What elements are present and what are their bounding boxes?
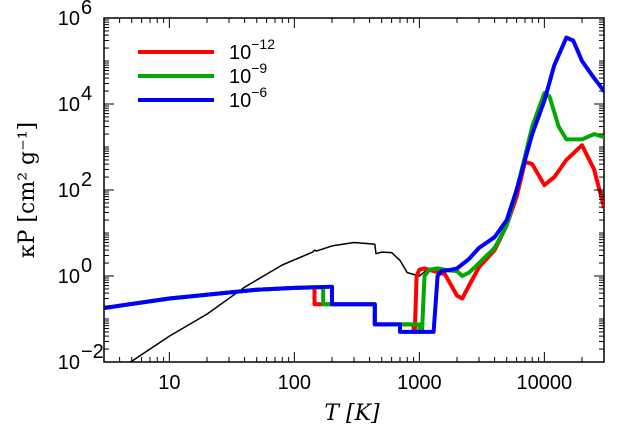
- y-tick-label-exponent: −2: [81, 341, 104, 363]
- x-tick-label: 1000: [397, 372, 442, 394]
- legend-label: 10−12: [229, 36, 275, 64]
- legend-label: 10−6: [229, 84, 267, 112]
- y-tick-label: 10: [58, 266, 80, 288]
- y-tick-label: 10: [58, 352, 80, 374]
- y-axis-title: κP [cm² g⁻¹]: [15, 122, 40, 258]
- x-axis-title: T [K]: [324, 401, 380, 426]
- x-tick-label: 100: [278, 372, 311, 394]
- y-tick-label-exponent: 2: [81, 169, 92, 191]
- series-line-black: [129, 241, 431, 362]
- y-tick-label: 10: [58, 180, 80, 202]
- x-tick-label: 10: [158, 372, 180, 394]
- series-layer: [104, 35, 604, 362]
- x-tick-label: 10000: [517, 372, 573, 394]
- legend-label: 10−9: [229, 60, 267, 88]
- ticks-layer: [103, 17, 605, 363]
- y-tick-label-exponent: 0: [81, 255, 92, 277]
- y-tick-label: 10: [58, 94, 80, 116]
- y-tick-label-exponent: 6: [81, 0, 92, 19]
- plot-frame: [103, 17, 605, 363]
- y-tick-label-exponent: 4: [81, 83, 92, 105]
- series-line-10−6: [104, 35, 604, 334]
- y-tick-label: 10: [58, 8, 80, 30]
